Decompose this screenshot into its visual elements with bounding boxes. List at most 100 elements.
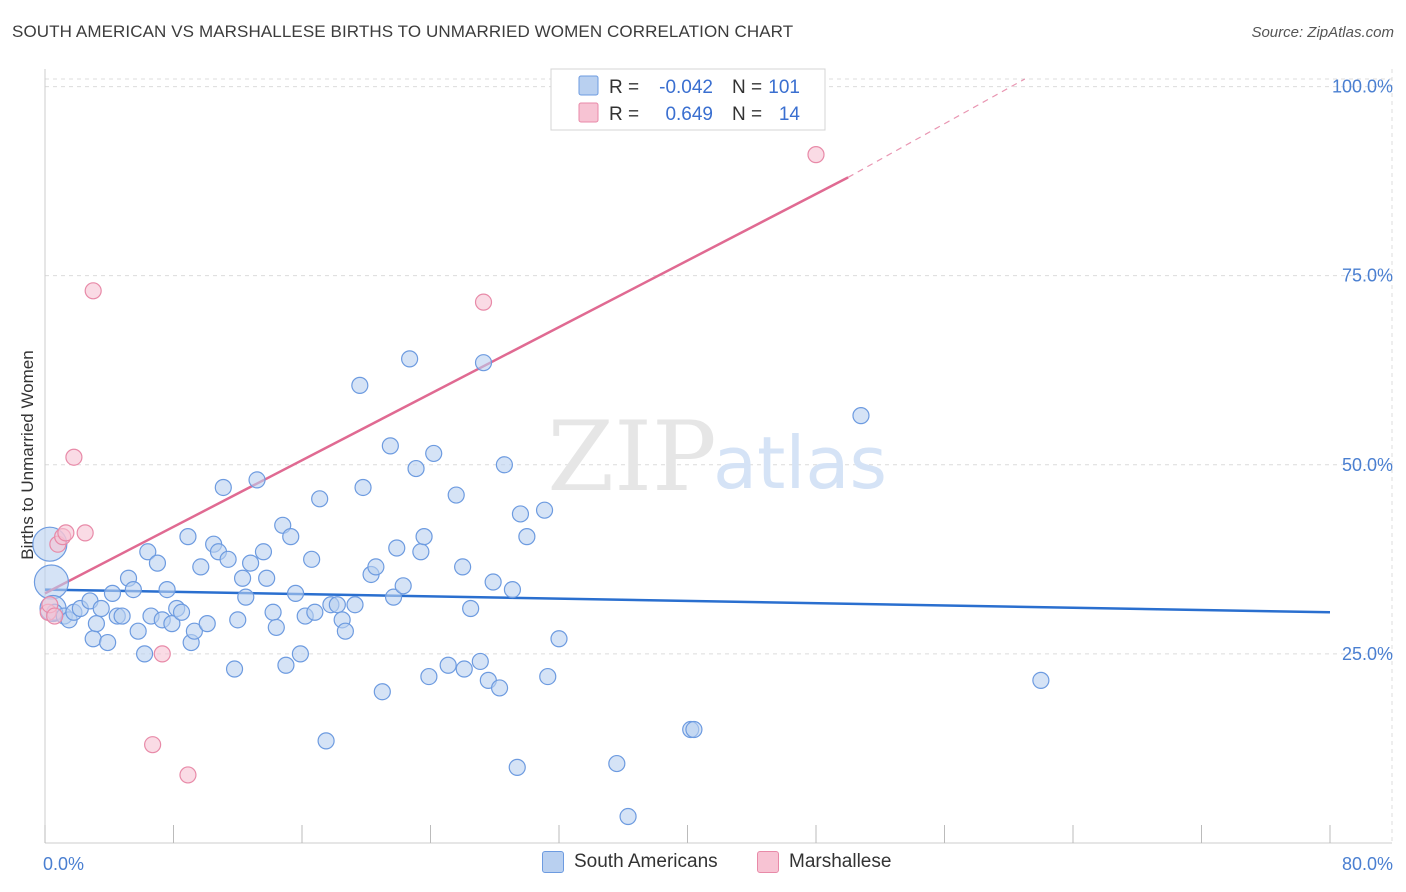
point-south-americans [286, 584, 305, 602]
axes [44, 69, 1392, 844]
legend-swatch-south-americans [578, 75, 599, 96]
point-south-americans [33, 564, 70, 600]
point-south-americans [415, 528, 433, 546]
trendline-marshallese-extrapolated [847, 78, 1026, 178]
point-south-americans [306, 603, 324, 621]
point-south-americans [462, 599, 480, 618]
gridlines [45, 69, 1393, 843]
point-south-americans [484, 573, 502, 591]
point-marshallese [76, 524, 94, 542]
point-south-americans [685, 720, 703, 739]
trendline-marshallese [44, 176, 849, 595]
legend-item-marshallese[interactable]: Marshallese [757, 851, 891, 873]
trendlines [44, 78, 1331, 614]
point-south-americans [401, 350, 419, 368]
point-south-americans [214, 478, 232, 497]
point-marshallese [46, 607, 64, 625]
point-south-americans [242, 554, 260, 572]
source-credit: Source: ZipAtlas.com [1251, 24, 1394, 41]
point-marshallese [65, 448, 83, 466]
legend-label: Marshallese [789, 851, 892, 872]
point-south-americans [311, 490, 329, 508]
point-south-americans [336, 622, 354, 640]
point-marshallese [153, 645, 171, 663]
point-south-americans [511, 505, 530, 523]
point-south-americans [351, 376, 369, 394]
point-marshallese [179, 766, 197, 784]
x-tick-label: 80.0% [1342, 854, 1393, 874]
point-south-americans [381, 437, 399, 455]
point-marshallese [84, 282, 102, 300]
data-points [32, 146, 1050, 826]
point-south-americans [367, 558, 385, 576]
point-south-americans [172, 603, 191, 621]
watermark-atlas: atlas [713, 421, 887, 505]
legend-r-value-2: 0.649 [665, 104, 713, 125]
legend-item-south-americans[interactable]: South Americans [542, 851, 718, 873]
legend-r-label-2: R = [609, 104, 639, 125]
point-south-americans [1032, 671, 1050, 689]
point-south-americans [508, 758, 526, 776]
point-south-americans [135, 645, 154, 663]
legend-r-value-1: -0.042 [659, 77, 713, 98]
point-south-americans [248, 471, 266, 489]
legend-label: South Americans [574, 851, 718, 872]
point-south-americans [384, 588, 403, 606]
legend-n-value-2: 14 [779, 104, 801, 125]
point-south-americans [303, 550, 321, 568]
point-south-americans [237, 588, 255, 606]
point-south-americans [129, 622, 147, 640]
x-tick-label: 0.0% [43, 854, 84, 874]
legend-r-label-1: R = [609, 77, 639, 98]
point-south-americans [346, 596, 364, 614]
point-south-americans [185, 622, 203, 640]
point-south-americans [852, 407, 870, 425]
point-marshallese [57, 524, 75, 542]
point-south-americans [439, 656, 457, 674]
point-south-americans [539, 667, 557, 686]
point-south-americans [103, 584, 122, 602]
point-south-americans [474, 354, 493, 372]
point-south-americans [407, 459, 425, 478]
legend-swatch [757, 851, 779, 873]
point-south-americans [328, 596, 346, 614]
point-south-americans [219, 550, 237, 568]
legend-n-label-1: N = [732, 77, 762, 98]
trendline-south-americans [44, 588, 1331, 614]
point-south-americans [471, 652, 489, 671]
point-south-americans [619, 807, 637, 826]
point-south-americans [535, 501, 554, 519]
point-south-americans [258, 569, 276, 587]
point-south-americans [254, 543, 273, 561]
watermark-zip: ZIP [547, 401, 716, 513]
legend-n-value-1: 101 [768, 77, 800, 98]
point-south-americans [192, 558, 210, 576]
x-tick-labels: 0.0% 80.0% [43, 854, 1393, 874]
point-marshallese [474, 293, 493, 311]
point-south-americans [229, 611, 247, 629]
point-south-americans [92, 599, 110, 618]
legend-swatch-marshallese [578, 102, 599, 123]
point-south-americans [139, 543, 157, 561]
point-south-americans [291, 645, 309, 663]
point-south-americans [148, 554, 167, 572]
point-marshallese [144, 736, 162, 754]
point-south-americans [608, 754, 626, 773]
point-south-americans [454, 558, 472, 576]
point-south-americans [412, 543, 430, 561]
point-south-americans [179, 528, 197, 546]
watermark: ZIP atlas [547, 401, 887, 513]
chart-title: SOUTH AMERICAN VS MARSHALLESE BIRTHS TO … [12, 22, 794, 41]
point-south-americans [447, 486, 465, 504]
point-south-americans [455, 660, 473, 678]
point-south-americans [550, 630, 568, 648]
point-south-americans [373, 683, 391, 701]
point-south-americans [113, 607, 131, 625]
point-south-americans [198, 615, 216, 633]
point-south-americans [233, 569, 252, 587]
point-south-americans [317, 732, 335, 750]
point-south-americans [267, 618, 285, 637]
point-south-americans [99, 633, 117, 652]
point-south-americans [425, 444, 443, 463]
